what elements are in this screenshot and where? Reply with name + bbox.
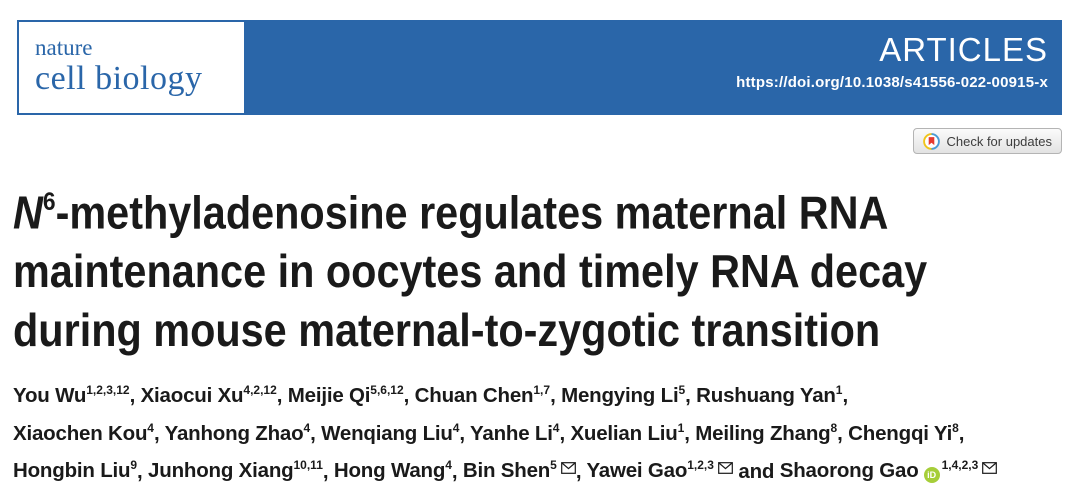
author: Hong Wang4 xyxy=(333,458,452,483)
author: Shaorong Gao iD1,4,2,3 xyxy=(779,458,998,484)
author-affiliations: 1,4,2,3 xyxy=(941,458,979,473)
journal-logo: nature cell biology xyxy=(17,20,246,115)
author-affiliations: 4 xyxy=(303,420,311,435)
author-name: Meijie Qi xyxy=(287,383,371,407)
author: Rushuang Yan1 xyxy=(696,383,843,407)
author-affiliations: 1 xyxy=(835,383,843,397)
author-affiliations: 4 xyxy=(445,458,452,473)
author-affiliations: 4 xyxy=(552,420,560,435)
title-line-2: maintenance in oocytes and timely RNA de… xyxy=(13,245,928,298)
check-for-updates-badge[interactable]: Check for updates xyxy=(913,128,1062,154)
envelope-icon[interactable] xyxy=(982,462,998,475)
author: You Wu1,2,3,12 xyxy=(13,383,130,407)
author-line: You Wu1,2,3,12, Xiaocui Xu4,2,12, Meijie… xyxy=(13,383,848,407)
author-name: Junhong Xiang xyxy=(148,459,294,483)
author: Xuelian Liu1 xyxy=(570,420,685,445)
author: Meijie Qi5,6,12 xyxy=(287,383,404,407)
author-name: Chengqi Yi xyxy=(848,421,953,445)
author-affiliations: 5 xyxy=(678,383,686,397)
author-affiliations: 8 xyxy=(830,420,838,435)
author-line: Xiaochen Kou4, Yanhong Zhao4, Wenqiang L… xyxy=(13,420,965,445)
author: Xiaochen Kou4 xyxy=(13,420,154,445)
envelope-icon[interactable] xyxy=(560,462,576,475)
title-line-1: N6-methyladenosine regulates maternal RN… xyxy=(13,175,927,242)
author-affiliations: 4,2,12 xyxy=(243,383,277,397)
author-affiliations: 1,2,3,12 xyxy=(86,383,130,397)
orcid-icon[interactable]: iD xyxy=(923,467,940,484)
author-affiliations: 1 xyxy=(677,420,685,435)
check-for-updates-label: Check for updates xyxy=(946,133,1052,149)
journal-masthead: nature cell biology ARTICLES https://doi… xyxy=(17,20,1062,115)
author: Yawei Gao1,2,3 xyxy=(586,458,733,483)
article-title: N6-methyladenosine regulates maternal RN… xyxy=(13,175,1029,360)
section-label: ARTICLES xyxy=(879,31,1048,68)
author-name: Yawei Gao xyxy=(586,459,688,483)
author-name: Shaorong Gao xyxy=(779,459,919,483)
author-affiliations: 8 xyxy=(952,420,959,435)
author-affiliations: 5,6,12 xyxy=(370,383,404,397)
author-name: Yanhe Li xyxy=(470,421,553,445)
author: Chengqi Yi8 xyxy=(848,420,959,445)
doi-link[interactable]: https://doi.org/10.1038/s41556-022-00915… xyxy=(736,74,1048,92)
journal-name-line2: cell biology xyxy=(35,60,203,97)
author-affiliations: 9 xyxy=(130,458,138,473)
author-name: Wenqiang Liu xyxy=(321,421,453,445)
title-n-italic: N xyxy=(13,186,43,239)
author-name: Xiaocui Xu xyxy=(140,383,244,407)
author-affiliations: 5 xyxy=(550,458,557,473)
author-name: Meiling Zhang xyxy=(695,421,831,445)
author-line: Hongbin Liu9, Junhong Xiang10,11, Hong W… xyxy=(13,450,998,488)
author: Yanhong Zhao4 xyxy=(164,420,311,445)
article-type-banner: ARTICLES https://doi.org/10.1038/s41556-… xyxy=(246,20,1062,115)
author: Xiaocui Xu4,2,12 xyxy=(140,383,277,407)
author-affiliations: 1,7 xyxy=(533,383,551,397)
title-line-1-text: -methyladenosine regulates maternal RNA xyxy=(55,186,889,239)
author-affiliations: 4 xyxy=(452,420,460,435)
author: Hongbin Liu9 xyxy=(13,458,138,483)
author-affiliations: 10,11 xyxy=(293,458,323,473)
author-name: Chuan Chen xyxy=(414,383,534,407)
author-name: Rushuang Yan xyxy=(696,383,836,407)
author-affiliations: 1,2,3 xyxy=(687,458,714,473)
author: Chuan Chen1,7 xyxy=(414,383,551,407)
author-affiliations: 4 xyxy=(147,420,154,435)
author-name: Bin Shen xyxy=(462,459,551,483)
author-name: Xiaochen Kou xyxy=(13,421,148,445)
author: Mengying Li5 xyxy=(561,383,686,407)
envelope-icon[interactable] xyxy=(718,462,733,475)
title-n-superscript: 6 xyxy=(42,188,56,216)
author-name: Yanhong Zhao xyxy=(164,421,304,445)
author-list: You Wu1,2,3,12, Xiaocui Xu4,2,12, Meijie… xyxy=(13,374,998,488)
author: Junhong Xiang10,11 xyxy=(148,458,323,483)
author: Meiling Zhang8 xyxy=(695,420,838,445)
title-line-3: during mouse maternal-to-zygotic transit… xyxy=(13,304,881,357)
author: Wenqiang Liu4 xyxy=(321,420,460,445)
journal-name-line1: nature xyxy=(35,35,93,60)
author-name: Mengying Li xyxy=(561,383,679,407)
author-name: You Wu xyxy=(13,383,87,407)
author-name: Hong Wang xyxy=(333,459,446,483)
author: Bin Shen5 xyxy=(463,459,576,482)
author: Yanhe Li4 xyxy=(470,420,560,445)
author-name: Xuelian Liu xyxy=(570,421,678,445)
author-name: Hongbin Liu xyxy=(13,459,131,483)
crossmark-icon xyxy=(923,132,941,150)
